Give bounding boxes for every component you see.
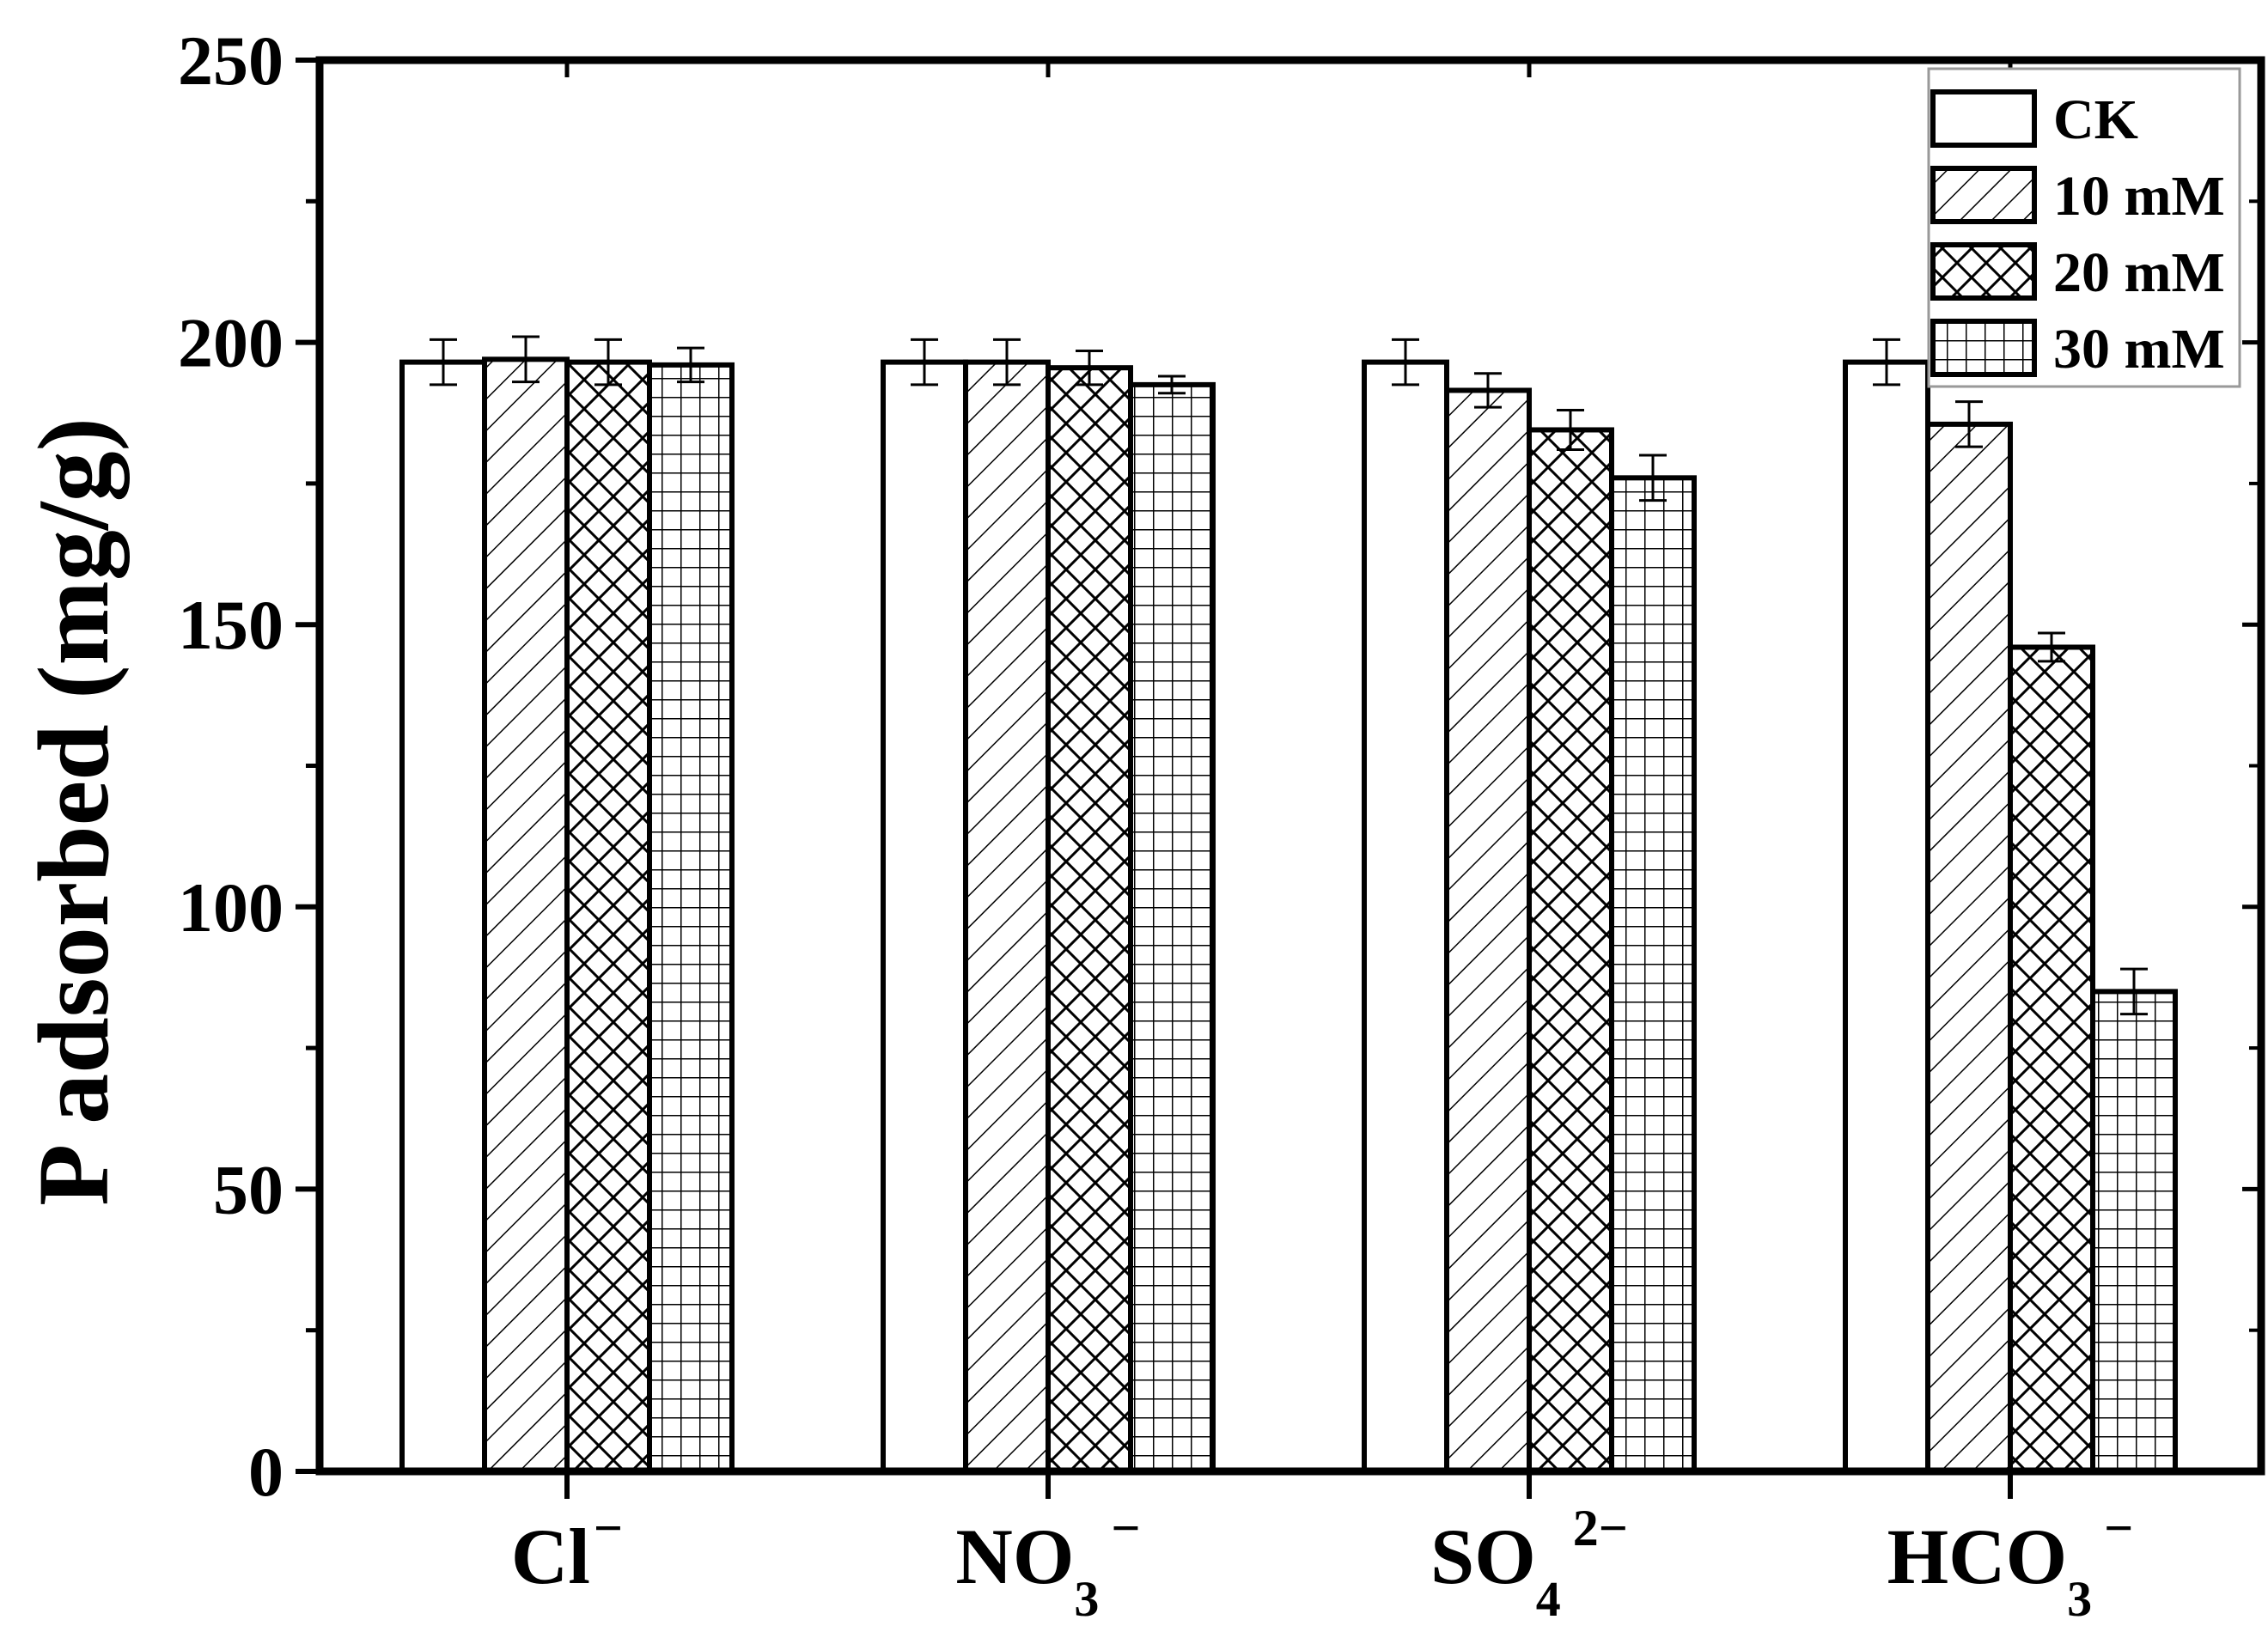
bar-20-mm-2: [1527, 427, 1614, 1475]
error-bar: [1158, 374, 1186, 395]
bar-30-mm-3: [2090, 989, 2178, 1474]
y-tick-label: 200: [178, 304, 284, 382]
error-bar: [1639, 454, 1667, 502]
legend-item: 30 mM: [1930, 318, 2225, 381]
error-bars-layer: [430, 335, 2148, 1016]
error-bar: [512, 335, 540, 384]
legend-label: 30 mM: [2053, 318, 2225, 381]
error-bar: [1076, 349, 1103, 387]
legend-label: 20 mM: [2053, 241, 2225, 304]
bars-layer: [399, 356, 2178, 1475]
error-bar: [911, 338, 938, 387]
legend-label: CK: [2053, 88, 2138, 151]
error-bar: [1557, 408, 1584, 451]
bar-ck-1: [881, 359, 968, 1474]
bar-10-mm-1: [963, 359, 1051, 1474]
bar-ck-0: [399, 359, 487, 1474]
x-category-label: SO42−: [1430, 1500, 1628, 1627]
error-bar: [1392, 338, 1419, 387]
error-bar: [677, 346, 704, 384]
y-tick-label: 100: [178, 868, 284, 947]
x-category-label: NO3−: [955, 1500, 1140, 1627]
error-bar: [1474, 372, 1502, 409]
bar-ck-2: [1362, 359, 1449, 1474]
bar-10-mm-0: [482, 356, 570, 1474]
x-category-label: Cl−: [511, 1500, 623, 1600]
legend: CK 10 mM 20 mM 30 mM: [1927, 67, 2241, 388]
y-axis-title: P adsorbed (mg/g): [17, 417, 130, 1206]
legend-item: 10 mM: [1930, 165, 2225, 228]
bar-30-mm-2: [1609, 475, 1697, 1474]
legend-swatch: [1930, 166, 2037, 224]
legend-swatch: [1930, 319, 2037, 377]
bar-20-mm-3: [2008, 644, 2095, 1474]
x-category-label: HCO3−: [1887, 1500, 2134, 1627]
error-bar: [2038, 631, 2065, 663]
error-bar: [430, 338, 457, 387]
legend-label: 10 mM: [2053, 165, 2225, 228]
y-tick-label: 150: [178, 586, 284, 664]
y-tick-label: 0: [248, 1433, 284, 1511]
y-tick-label: 50: [213, 1150, 284, 1228]
bar-ck-3: [1843, 359, 1930, 1474]
legend-swatch: [1930, 89, 2037, 148]
y-axis: 0 50 100 150 200 250: [178, 21, 2261, 1511]
error-bar: [1955, 400, 1983, 448]
bar-20-mm-0: [564, 359, 652, 1474]
legend-item: 20 mM: [1930, 241, 2225, 304]
bar-20-mm-1: [1046, 365, 1133, 1475]
error-bar: [993, 338, 1021, 387]
y-tick-label: 250: [178, 21, 284, 100]
error-bar: [594, 338, 622, 387]
bar-10-mm-3: [1925, 421, 2013, 1474]
legend-swatch: [1930, 242, 2037, 301]
error-bar: [2120, 967, 2148, 1016]
bar-10-mm-2: [1444, 387, 1532, 1474]
legend-item: CK: [1930, 88, 2138, 151]
bar-30-mm-0: [647, 362, 735, 1475]
error-bar: [1873, 338, 1900, 387]
x-axis: Cl− NO3− SO42− HCO3−: [511, 60, 2133, 1627]
bar-30-mm-1: [1128, 381, 1216, 1474]
